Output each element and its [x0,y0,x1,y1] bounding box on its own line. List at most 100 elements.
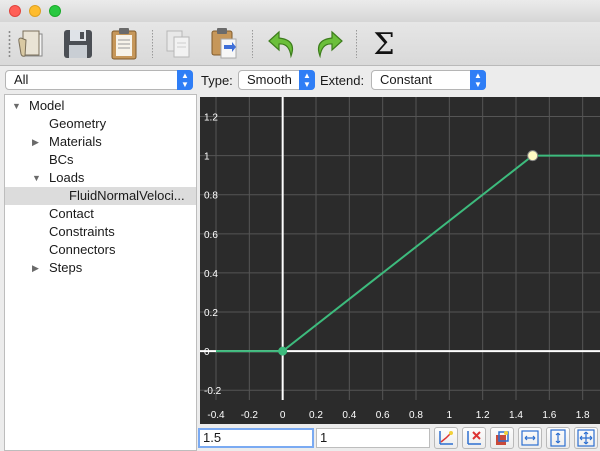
x-tick-label: 0 [280,410,286,421]
tree-item[interactable]: Contact [5,205,196,223]
options-bar: All ▲ ▼ Type: Smooth ▲ ▼ Extend: Constant … [0,67,600,95]
close-window-button[interactable] [9,5,21,17]
tree-item-label: BCs [49,152,74,167]
x-tick-label: -0.4 [207,410,225,421]
zoom-fit-icon [577,429,595,447]
curve-line [216,154,600,353]
title-bar [0,0,600,22]
tree-item-label: Model [29,98,65,113]
extend-label: Extend: [320,73,365,88]
tree-item-label: Constraints [49,224,115,239]
curve-type-select[interactable]: Smooth ▲ ▼ [238,70,315,90]
control-point[interactable] [278,346,288,356]
chevron-updown-icon: ▲ ▼ [177,70,193,90]
copy-button[interactable] [160,26,196,62]
point-x-input[interactable]: 1.5 [198,428,314,448]
redo-button[interactable] [310,26,346,62]
tree-filter-select[interactable]: All ▲ ▼ [5,70,193,90]
tree-item[interactable]: ▼ Model [5,97,196,115]
toolbar-grip [8,30,11,58]
x-tick-label: 1.4 [509,410,523,421]
snap-grid-icon [496,431,509,445]
y-tick-label: 0.4 [204,269,218,280]
paste-clipboard-icon [111,28,137,60]
tree-item[interactable]: ▶ Steps [5,259,196,277]
main-toolbar: Σ [0,22,600,66]
fit-axes-icon [439,431,453,445]
tree-filter-value: All [14,72,29,87]
tree-item-label: Geometry [49,116,107,131]
tree-item-label: Materials [49,134,102,149]
delete-point-icon [467,431,481,445]
tree-item[interactable]: ▶ Materials [5,133,196,151]
tree-item[interactable]: FluidNormalVeloci... [5,187,196,205]
fit-vertical-icon [550,429,566,447]
x-tick-label: 0.8 [409,410,423,421]
toolbar-separator [252,30,253,58]
x-tick-label: 0.2 [309,410,323,421]
chevron-updown-icon: ▲ ▼ [470,70,486,90]
y-tick-label: -0.2 [204,386,222,397]
save-icon [64,30,92,58]
toolbar-separator [356,30,357,58]
selected-control-point[interactable] [527,150,539,162]
snap-grid-button[interactable] [490,427,514,449]
extend-value: Constant [380,72,433,87]
y-tick-label: 1 [204,152,210,163]
curve-type-value: Smooth [247,72,292,87]
paste-clipboard-button[interactable] [106,26,142,62]
paste-special-button[interactable] [206,26,242,62]
sigma-icon: Σ [373,26,395,62]
y-tick-label: 0.2 [204,308,218,319]
disclosure-closed-icon[interactable]: ▶ [32,137,39,147]
curve-plot-svg[interactable]: -0.4-0.200.20.40.60.811.21.41.61.82-0.20… [200,97,600,424]
model-tree[interactable]: ▼ Model Geometry ▶ Materials BCs ▼ Loads FluidNo… [4,94,197,451]
y-tick-label: 1.2 [204,113,218,124]
tree-item-label: Connectors [49,242,116,257]
undo-button[interactable] [265,26,301,62]
tree-item-label: Loads [49,170,85,185]
tree-item[interactable]: BCs [5,151,196,169]
tree-item[interactable]: Connectors [5,241,196,259]
zoom-window-button[interactable] [49,5,61,17]
chevron-updown-icon: ▲ ▼ [299,70,315,90]
disclosure-open-icon[interactable]: ▼ [32,173,41,183]
curve-plot[interactable]: -0.4-0.200.20.40.60.811.21.41.61.82-0.20… [200,97,600,424]
redo-icon [317,30,343,59]
fit-vertical-button[interactable] [546,427,570,449]
fit-horizontal-button[interactable] [518,427,542,449]
zoom-fit-button[interactable] [574,427,598,449]
x-tick-label: 1 [447,410,453,421]
minimize-window-button[interactable] [29,5,41,17]
copy-icon [166,30,190,58]
paste-special-icon [211,28,237,59]
tree-item-label: FluidNormalVeloci... [69,188,185,203]
disclosure-open-icon[interactable]: ▼ [12,101,21,111]
fit-horizontal-icon [521,430,539,446]
type-label: Type: [201,73,233,88]
extend-select[interactable]: Constant ▲ ▼ [371,70,486,90]
x-tick-label: 1.2 [476,410,490,421]
point-y-input[interactable]: 1 [316,428,430,448]
x-tick-label: 1.8 [576,410,590,421]
tree-item[interactable]: Geometry [5,115,196,133]
fit-axes-button[interactable] [434,427,458,449]
disclosure-closed-icon[interactable]: ▶ [32,263,39,273]
tree-item-label: Steps [49,260,83,275]
tree-item[interactable]: Constraints [5,223,196,241]
delete-point-button[interactable] [462,427,486,449]
x-tick-label: 1.6 [542,410,556,421]
x-tick-label: -0.2 [241,410,259,421]
y-tick-label: 0.6 [204,230,218,241]
save-button[interactable] [60,26,96,62]
open-file-button[interactable] [14,26,50,62]
point-editor-bar: 1.5 1 [198,426,600,451]
open-file-icon [18,30,43,57]
x-tick-label: 0.6 [376,410,390,421]
sigma-button[interactable]: Σ [366,26,402,62]
tree-item[interactable]: ▼ Loads [5,169,196,187]
y-tick-label: 0.8 [204,191,218,202]
undo-icon [268,30,294,59]
tree-item-label: Contact [49,206,94,221]
y-tick-label: 0 [204,347,210,358]
